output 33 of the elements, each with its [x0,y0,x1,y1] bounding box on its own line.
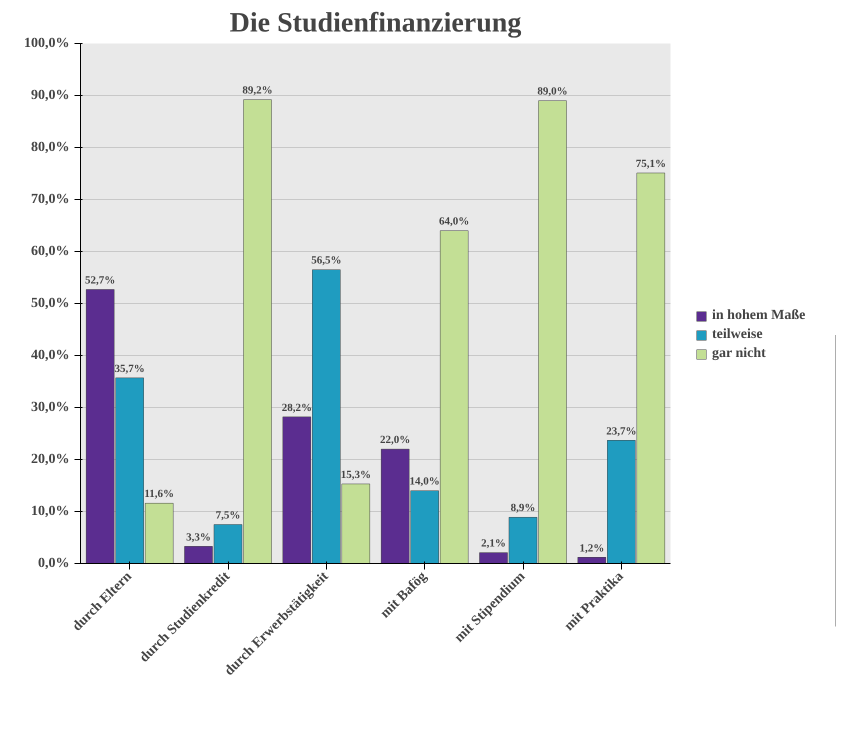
data-label: 89,2% [242,84,273,97]
y-tick-label: 0,0% [38,556,70,571]
y-tick-label: 30,0% [31,400,70,415]
y-tick-label: 50,0% [31,296,70,311]
y-tick-label: 70,0% [31,192,70,207]
data-label: 56,5% [311,254,342,267]
data-label: 3,3% [186,531,211,544]
data-label: 11,6% [144,488,174,500]
data-label: 35,7% [114,362,145,375]
y-tick-label: 60,0% [31,244,70,259]
y-tick-label: 20,0% [31,452,70,467]
legend-label: in hohem Maße [712,308,806,324]
data-label: 75,1% [636,158,666,170]
data-label: 22,0% [380,434,410,446]
data-label: 2,1% [481,538,506,550]
data-label: 28,2% [282,402,312,414]
y-tick-label: 100,0% [24,36,70,51]
legend-label: gar nicht [712,346,766,362]
data-label: 23,7% [606,425,636,438]
data-label: 14,0% [410,476,440,488]
y-tick-label: 80,0% [31,140,70,155]
y-tick-label: 40,0% [31,348,70,363]
data-label: 1,2% [579,542,604,554]
data-label: 89,0% [537,86,568,98]
data-label: 52,7% [85,274,116,286]
y-tick-label: 10,0% [31,504,70,519]
data-label: 15,3% [340,468,371,481]
data-label: 8,9% [510,502,536,514]
legend-label: teilweise [712,326,763,342]
chart-title: Die Studienfinanzierung [230,8,522,38]
data-label: 64,0% [439,216,470,228]
y-tick-label: 90,0% [31,88,70,103]
data-label: 7,5% [216,510,240,522]
